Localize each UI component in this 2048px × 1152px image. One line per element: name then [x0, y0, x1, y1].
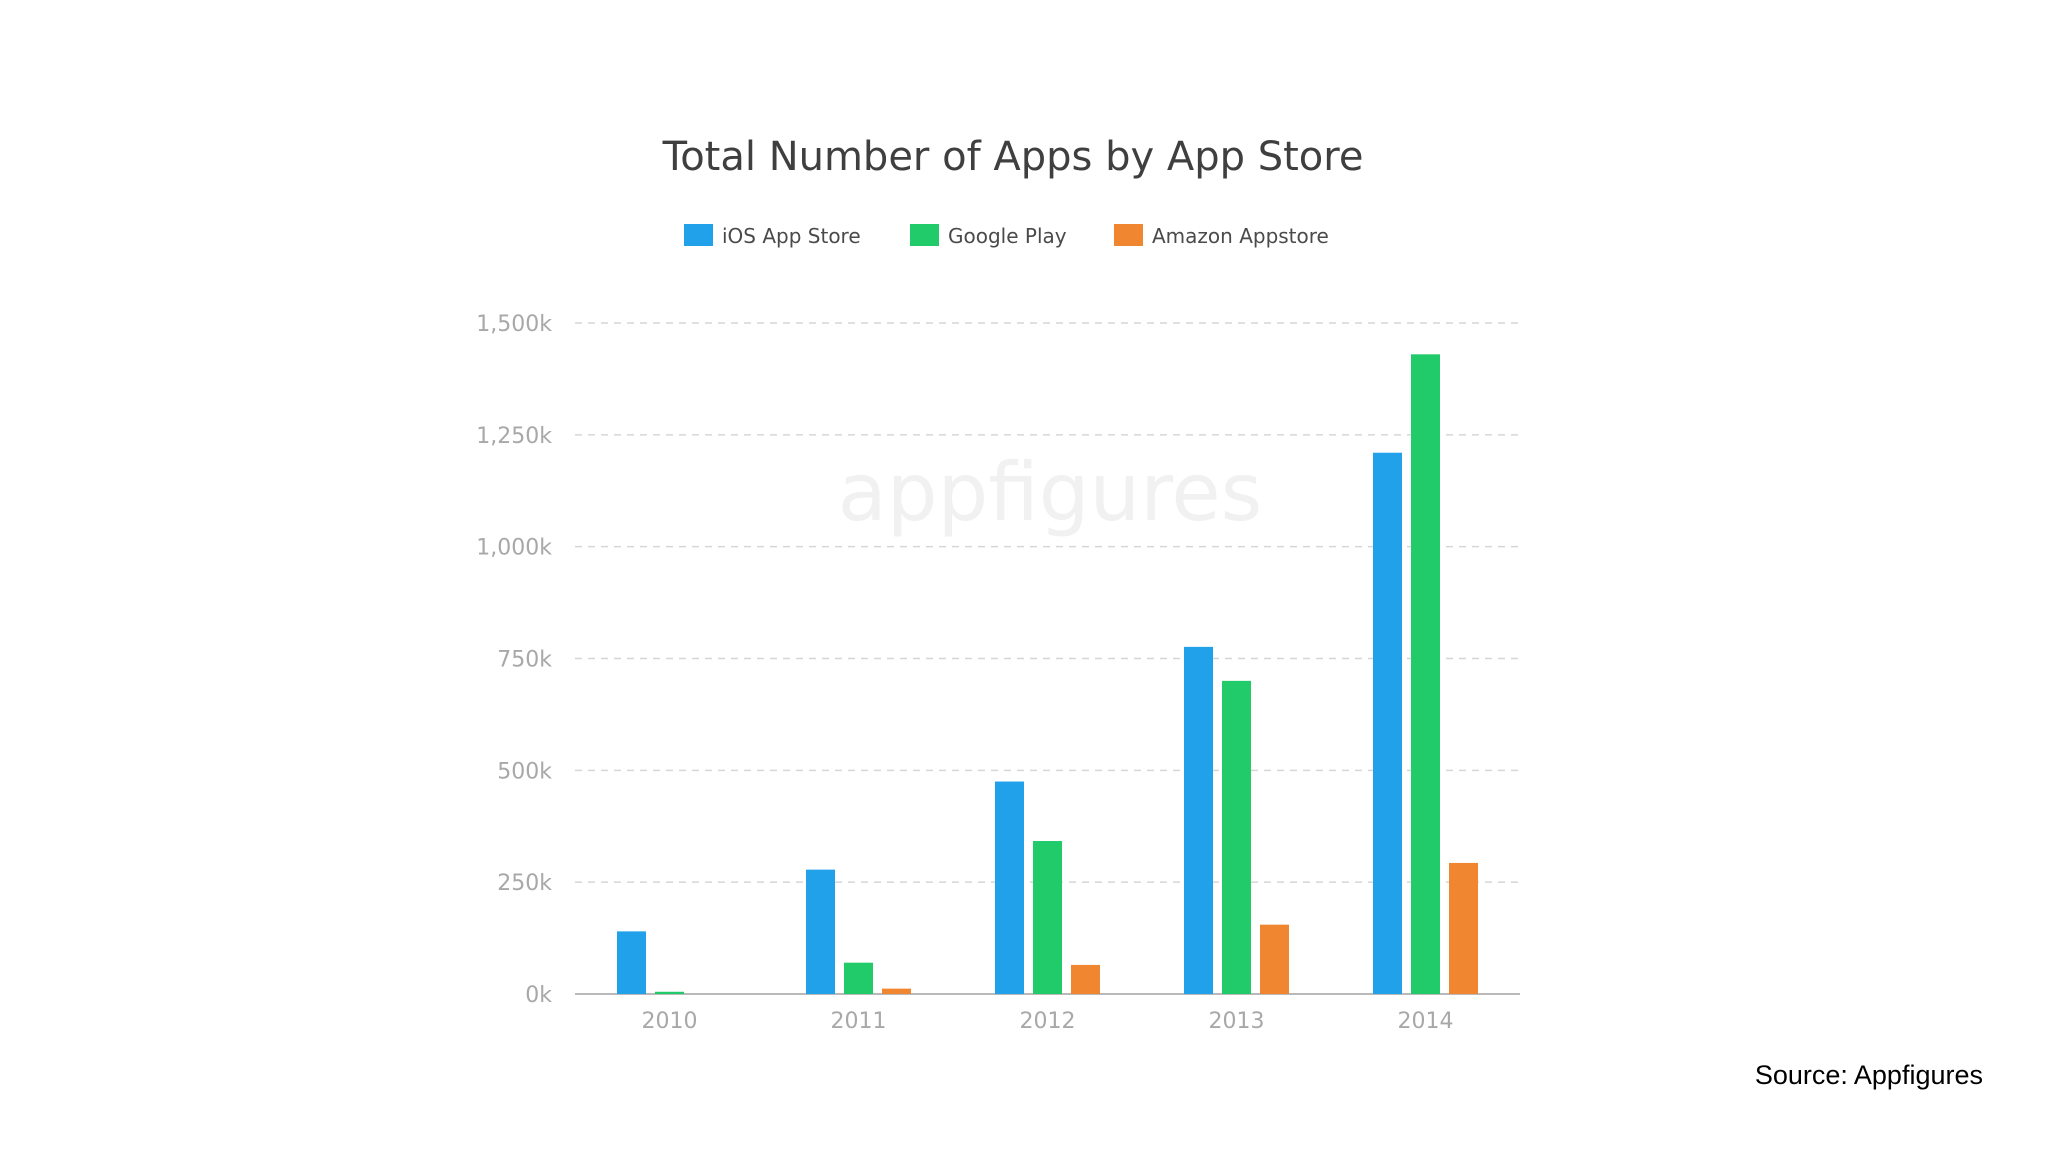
bar-ios-app-store-2013 [1184, 646, 1213, 994]
y-tick-label: 250k [497, 871, 552, 896]
bar-amazon-appstore-2011 [882, 988, 911, 994]
y-tick-label: 0k [525, 983, 552, 1008]
x-tick-label: 2013 [1209, 1009, 1265, 1034]
y-tick-label: 500k [497, 759, 552, 784]
legend-swatch [1114, 224, 1143, 246]
legend-label: Amazon Appstore [1152, 224, 1329, 248]
y-axis: 0k 250k 500k 750k 1,000k 1,250k 1,500k [476, 312, 552, 1008]
bar-ios-app-store-2010 [617, 931, 646, 994]
legend-swatch [910, 224, 939, 246]
bar-ios-app-store-2011 [806, 869, 835, 994]
bar-google-play-2014 [1411, 354, 1440, 994]
chart-legend: iOS App Store Google Play Amazon Appstore [684, 224, 1329, 248]
bar-ios-app-store-2012 [995, 781, 1024, 994]
legend-swatch [684, 224, 713, 246]
source-note: Source: Appfigures [1754, 1060, 1983, 1090]
x-tick-label: 2011 [831, 1009, 887, 1034]
x-tick-label: 2012 [1020, 1009, 1076, 1034]
bar-ios-app-store-2014 [1373, 452, 1402, 994]
legend-item-ios-app-store: iOS App Store [684, 224, 861, 248]
bar-google-play-2013 [1222, 680, 1251, 994]
bar-amazon-appstore-2014 [1449, 862, 1478, 994]
legend-label: Google Play [948, 224, 1067, 248]
y-tick-label: 1,500k [476, 312, 552, 337]
y-tick-label: 750k [497, 648, 552, 673]
y-tick-label: 1,000k [476, 536, 552, 561]
chart-title: Total Number of Apps by App Store [662, 134, 1364, 180]
legend-label: iOS App Store [722, 224, 861, 248]
legend-item-amazon-appstore: Amazon Appstore [1114, 224, 1329, 248]
x-tick-label: 2014 [1398, 1009, 1454, 1034]
x-tick-label: 2010 [642, 1009, 698, 1034]
bar-amazon-appstore-2012 [1071, 964, 1100, 994]
legend-item-google-play: Google Play [910, 224, 1067, 248]
gridlines [575, 322, 1520, 995]
bar-google-play-2010 [655, 991, 684, 994]
y-tick-label: 1,250k [476, 424, 552, 449]
x-axis: 2010 2011 2012 2013 2014 [642, 1009, 1454, 1034]
bar-amazon-appstore-2013 [1260, 924, 1289, 994]
bars [617, 354, 1478, 994]
appfigures-watermark: appfigures [838, 446, 1263, 539]
bar-google-play-2012 [1033, 841, 1062, 994]
bar-google-play-2011 [844, 962, 873, 994]
